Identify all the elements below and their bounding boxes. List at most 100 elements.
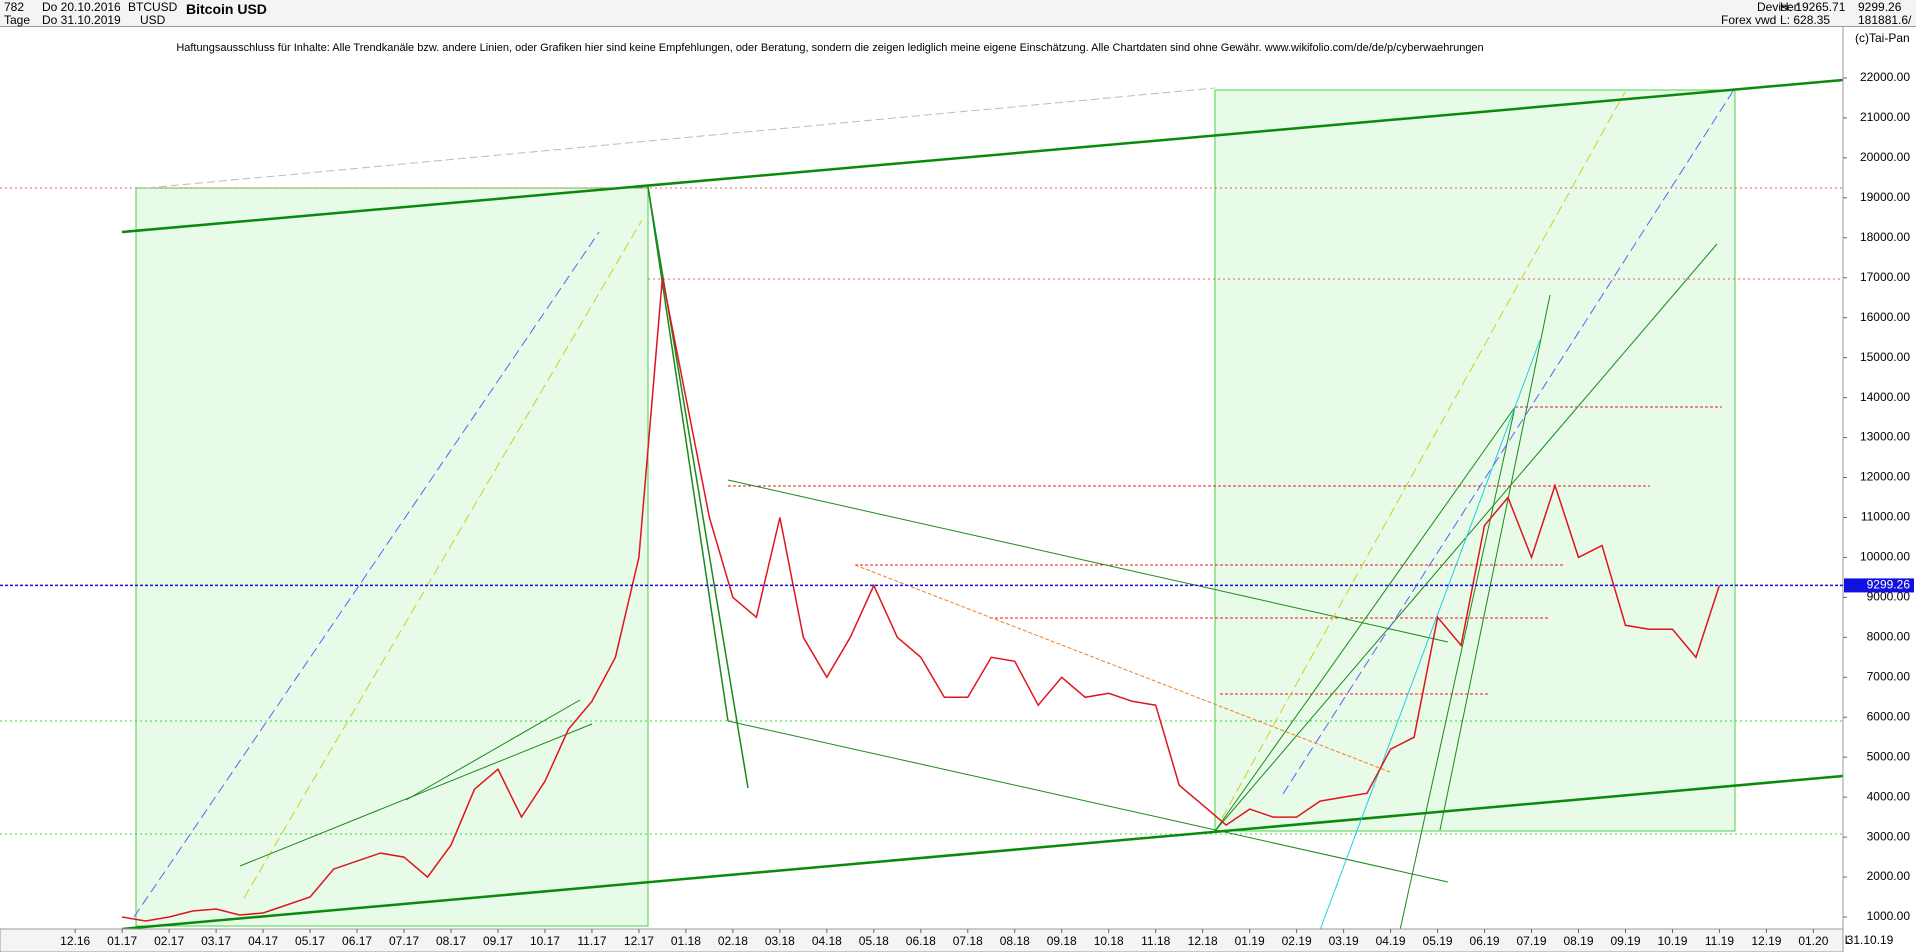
x-tick-label: 04.17 xyxy=(248,934,278,948)
trend-line xyxy=(727,720,1449,883)
trend-line xyxy=(405,699,581,801)
x-tick-label: 05.19 xyxy=(1423,934,1453,948)
price-line xyxy=(121,277,1721,922)
y-tick-label: 18000.00 xyxy=(1860,230,1910,244)
chart: 31.10.19 L Haftungsausschluss für Inhalt… xyxy=(0,26,1914,952)
y-tick-label: 2000.00 xyxy=(1867,869,1911,883)
trend-line xyxy=(1439,294,1551,831)
trend-line xyxy=(1282,87,1736,795)
x-tick-label: 01.18 xyxy=(671,934,701,948)
trend-line xyxy=(727,479,1449,643)
x-tick-label: 11.18 xyxy=(1141,934,1170,948)
x-tick-label: 08.17 xyxy=(436,934,466,948)
date-from: Do 20.10.2016 xyxy=(42,0,121,14)
currency: USD xyxy=(140,13,166,27)
trend-line xyxy=(121,78,1844,234)
trend-line xyxy=(647,186,729,722)
trend-line xyxy=(133,231,600,918)
instrument-name: Bitcoin USD xyxy=(186,1,267,17)
x-tick-label: 09.17 xyxy=(483,934,513,948)
x-tick-label: 11.19 xyxy=(1705,934,1734,948)
trend-line xyxy=(239,723,593,867)
x-tick-label: 09.18 xyxy=(1047,934,1077,948)
source: Forex vwd xyxy=(1721,13,1777,27)
x-end-mark: L xyxy=(1845,933,1852,947)
y-tick-label: 5000.00 xyxy=(1867,749,1911,763)
x-tick-label: 08.19 xyxy=(1563,934,1593,948)
y-tick-label: 13000.00 xyxy=(1860,430,1910,444)
y-tick-label: 21000.00 xyxy=(1860,110,1910,124)
x-end-label: 31.10.19 xyxy=(1847,933,1894,947)
x-tick-label: 01.20 xyxy=(1798,934,1828,948)
trend-line xyxy=(1214,406,1516,832)
zone xyxy=(135,187,649,927)
y-tick-label: 3000.00 xyxy=(1867,829,1911,843)
y-tick-label: 10000.00 xyxy=(1860,550,1910,564)
last-price-box xyxy=(1844,578,1914,593)
x-tick-label: 12.16 xyxy=(60,934,90,948)
symbol: BTCUSD xyxy=(128,0,178,14)
x-tick-label: 09.19 xyxy=(1610,934,1640,948)
x-tick-label: 08.18 xyxy=(1000,934,1030,948)
y-tick-label: 1000.00 xyxy=(1867,909,1911,923)
high: H: 19265.71 xyxy=(1780,0,1846,14)
x-tick-label: 04.19 xyxy=(1376,934,1406,948)
x-tick-label: 03.19 xyxy=(1329,934,1359,948)
header: 782 Tage Do 20.10.2016 Do 31.10.2019 BTC… xyxy=(0,0,1916,27)
count[interactable]: 782 xyxy=(4,0,25,14)
copyright: (c)Tai-Pan xyxy=(1855,31,1910,45)
x-tick-label: 12.17 xyxy=(624,934,654,948)
y-tick-label: 22000.00 xyxy=(1860,70,1910,84)
last-price-label: 9299.26 xyxy=(1867,578,1911,592)
x-tick-label: 04.18 xyxy=(812,934,842,948)
y-tick-label: 9000.00 xyxy=(1867,590,1911,604)
trend-line xyxy=(1221,91,1626,819)
x-tick-label: 07.19 xyxy=(1517,934,1547,948)
x-tick-label: 06.19 xyxy=(1470,934,1500,948)
x-tick-label: 05.18 xyxy=(859,934,889,948)
x-tick-label: 03.17 xyxy=(201,934,231,948)
trend-line xyxy=(121,774,1844,931)
x-tick-label: 01.19 xyxy=(1235,934,1265,948)
x-tick-label: 12.18 xyxy=(1188,934,1218,948)
x-tick-label: 11.17 xyxy=(577,934,606,948)
y-tick-label: 16000.00 xyxy=(1860,310,1910,324)
period[interactable]: Tage xyxy=(4,13,31,27)
y-tick-label: 17000.00 xyxy=(1860,270,1910,284)
y-tick-label: 6000.00 xyxy=(1867,709,1911,723)
y-tick-label: 19000.00 xyxy=(1860,190,1910,204)
x-tick-label: 05.17 xyxy=(295,934,325,948)
date-to: Do 31.10.2019 xyxy=(42,13,121,27)
trend-line xyxy=(146,87,1216,189)
zone xyxy=(1214,89,1736,832)
x-tick-label: 10.18 xyxy=(1094,934,1124,948)
x-tick-label: 02.17 xyxy=(154,934,184,948)
y-tick-label: 15000.00 xyxy=(1860,350,1910,364)
y-tick-label: 7000.00 xyxy=(1867,669,1911,683)
y-tick-label: 11000.00 xyxy=(1861,510,1910,524)
x-tick-label: 02.19 xyxy=(1282,934,1312,948)
x-tick-label: 10.19 xyxy=(1657,934,1687,948)
y-tick-label: 20000.00 xyxy=(1860,150,1910,164)
trend-line xyxy=(1319,339,1541,931)
low: L: 628.35 xyxy=(1780,13,1831,27)
y-tick-label: 8000.00 xyxy=(1867,629,1911,643)
x-tick-label: 12.19 xyxy=(1751,934,1781,948)
last: 9299.26 xyxy=(1858,0,1902,14)
disclaimer: Haftungsausschluss für Inhalte: Alle Tre… xyxy=(176,42,1483,54)
x-tick-label: 06.18 xyxy=(906,934,936,948)
annotations xyxy=(0,78,1844,931)
y-tick-label: 12000.00 xyxy=(1860,470,1910,484)
trend-line xyxy=(647,186,749,789)
x-tick-label: 07.18 xyxy=(953,934,983,948)
x-tick-label: 10.17 xyxy=(530,934,560,948)
trend-line xyxy=(243,219,643,899)
trend-line xyxy=(1399,406,1516,931)
x-tick-label: 03.18 xyxy=(765,934,795,948)
y-tick-label: 14000.00 xyxy=(1860,390,1910,404)
y-tick-label: 4000.00 xyxy=(1867,789,1911,803)
market: Devisen xyxy=(1757,0,1801,14)
x-tick-label: 07.17 xyxy=(389,934,419,948)
x-tick-label: 01.17 xyxy=(107,934,137,948)
